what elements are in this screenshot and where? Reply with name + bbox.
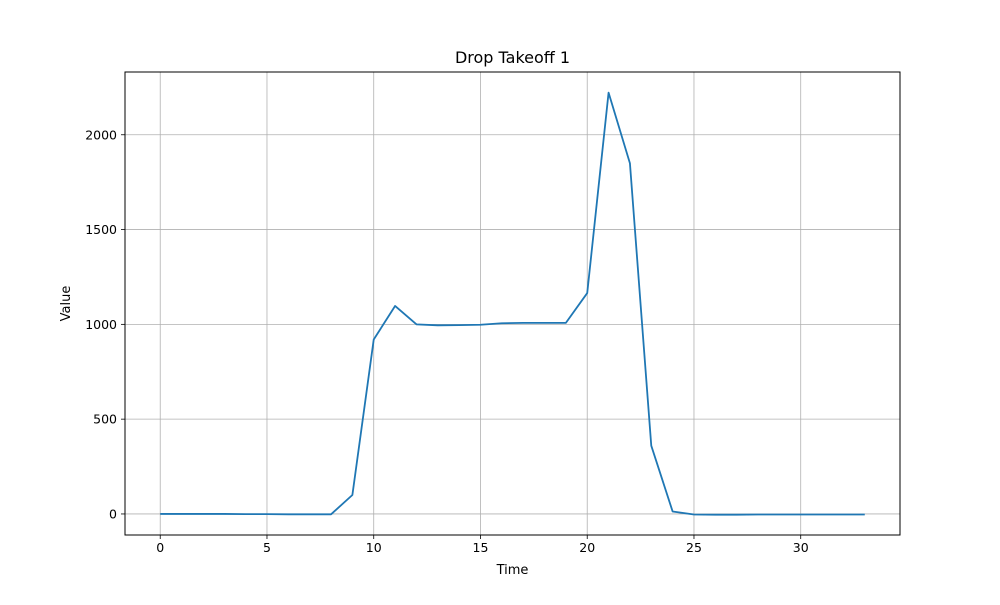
x-axis-ticks: 0 5 10 15 20 25 30 xyxy=(156,535,809,555)
y-tick-label: 0 xyxy=(109,506,117,521)
plot-frame xyxy=(124,71,901,536)
y-axis-ticks: 0 500 1000 1500 2000 xyxy=(85,127,125,521)
x-tick-label: 30 xyxy=(793,540,809,555)
series-line xyxy=(160,91,865,516)
y-tick-label: 1500 xyxy=(85,222,117,237)
x-tick-label: 5 xyxy=(263,540,271,555)
x-axis-label: Time xyxy=(496,563,529,578)
y-tick-label: 500 xyxy=(93,412,117,427)
grid-lines xyxy=(125,72,900,535)
x-tick-label: 20 xyxy=(579,540,595,555)
y-axis-label: Value xyxy=(59,286,74,322)
y-tick-label: 1000 xyxy=(85,317,117,332)
x-tick-label: 10 xyxy=(366,540,382,555)
x-tick-label: 25 xyxy=(686,540,702,555)
y-tick-label: 2000 xyxy=(85,127,117,142)
series-layer xyxy=(160,91,865,516)
x-tick-label: 0 xyxy=(156,540,164,555)
x-tick-label: 15 xyxy=(473,540,489,555)
chart-title: Drop Takeoff 1 xyxy=(455,48,570,67)
